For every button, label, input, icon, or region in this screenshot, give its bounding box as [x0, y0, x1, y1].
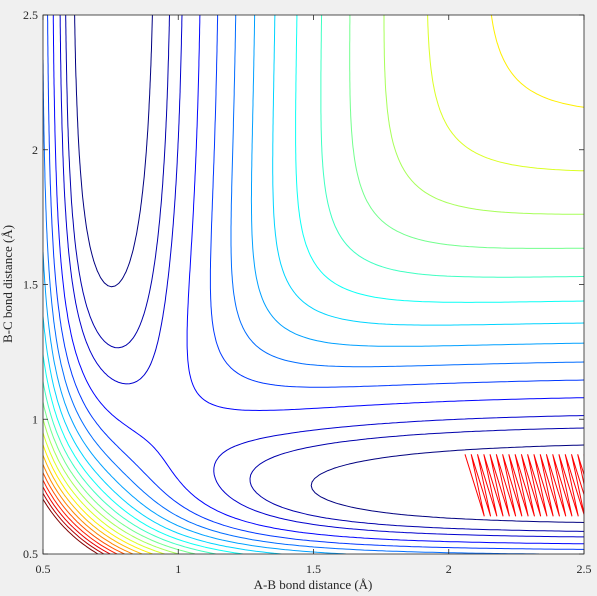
y-tick-label: 2.5: [23, 8, 38, 22]
contour-level: [43, 15, 584, 554]
contour-level: [43, 492, 105, 554]
y-tick-label: 0.5: [23, 547, 38, 561]
contour-level: [43, 464, 134, 554]
contour-level: [43, 15, 584, 554]
contour-level: [43, 15, 584, 554]
y-tick-label: 2: [32, 143, 38, 157]
contour-level: [47, 15, 584, 550]
contour-level: [52, 15, 584, 545]
contour-level: [43, 454, 143, 554]
contour-level: [43, 498, 99, 554]
contour-lines: [43, 15, 584, 554]
contour-level: [43, 15, 584, 554]
contour-level: [65, 15, 584, 532]
y-tick-label: 1: [32, 412, 38, 426]
contour-level: [43, 15, 584, 554]
x-tick-label: 1.5: [306, 562, 321, 576]
x-axis-label: A-B bond distance (Å): [254, 577, 373, 592]
contour-level: [43, 486, 111, 554]
y-tick-label: 1.5: [23, 278, 38, 292]
y-axis-label: B-C bond distance (Å): [0, 225, 15, 343]
x-tick-label: 1: [175, 562, 181, 576]
axis-ticks: 0.5 1 1.5 2 2.5 0.5 1 1.5 2 2.5: [23, 8, 592, 576]
contour-level: [59, 15, 584, 538]
plot-background: [43, 15, 584, 554]
contour-level: [43, 15, 584, 554]
contour-level: [43, 15, 584, 554]
contour-level: [43, 15, 584, 554]
trajectory-path: [464, 454, 584, 517]
x-tick-label: 2: [446, 562, 452, 576]
contour-level: [74, 15, 584, 523]
contour-level: [43, 15, 584, 554]
x-tick-label: 0.5: [36, 562, 51, 576]
x-tick-label: 2.5: [577, 562, 592, 576]
trajectory-line: [464, 454, 584, 517]
contour-level: [43, 479, 118, 554]
contour-level: [43, 472, 125, 554]
